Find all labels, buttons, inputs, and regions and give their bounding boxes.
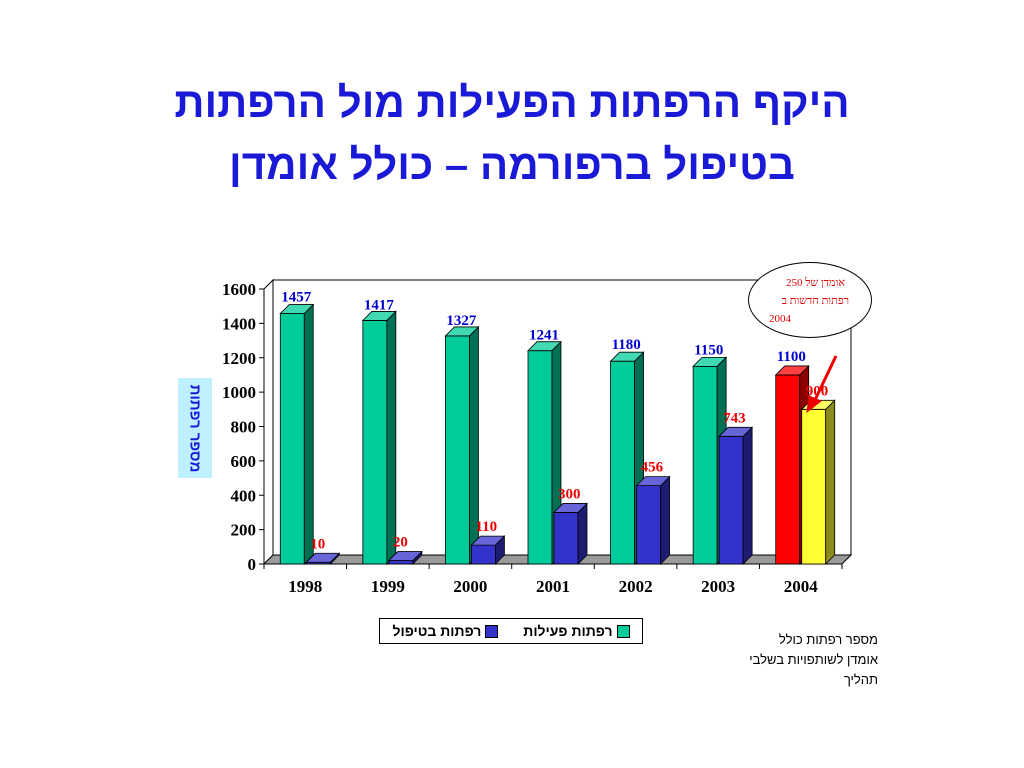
legend-label-treated: רפתות בטיפול	[392, 623, 482, 639]
x-tick-label: 2004	[784, 577, 819, 596]
data-label-treated: 743	[723, 410, 746, 426]
data-label-active: 1417	[364, 297, 395, 313]
footnote-line-1: מספר רפתות כולל	[778, 632, 878, 647]
bar-active-2003-top	[692, 356, 728, 367]
bar-active-2002	[609, 351, 645, 565]
callout-line-3: 2004	[769, 313, 791, 325]
estimate-callout: אומדן של 250 רפתות חדשות ב 2004	[748, 262, 872, 338]
bar-active-1999-top	[361, 311, 397, 321]
callout-line-2: רפתות חדשות ב	[781, 295, 849, 307]
legend-item-treated: רפתות בטיפול	[392, 623, 499, 639]
bar-active-2004-top	[774, 365, 810, 376]
callout-arrow-line	[812, 355, 838, 403]
bar-treated-1998-top	[305, 552, 341, 563]
plot-side-wall	[263, 278, 274, 566]
bar-treated-2001-side	[577, 502, 588, 565]
bar-active-1998	[279, 303, 315, 565]
data-label-treated: 456	[641, 460, 664, 476]
y-tick-label: 1000	[222, 383, 256, 402]
data-label-active: 1150	[694, 342, 723, 358]
bar-treated-2002-front	[636, 485, 661, 565]
bar-treated-2003-side	[742, 426, 753, 565]
data-label-active: 1100	[777, 349, 806, 365]
bar-treated-1999-front	[388, 560, 414, 565]
footnote-line-3: תהליך	[843, 672, 878, 687]
legend-swatch-active	[616, 624, 630, 638]
chart-labels: 1457 10 1998 1417 20 1999 1327 110 2000 1241 300 20…	[281, 290, 838, 596]
data-label-treated: 10	[310, 536, 325, 552]
bar-treated-2000-top	[470, 535, 506, 546]
x-tick-label: 1999	[371, 577, 405, 596]
callout-line-1: אומדן של 250	[786, 277, 845, 289]
y-tick-label: 600	[231, 452, 257, 471]
bar-active-1999-side	[386, 310, 397, 565]
y-axis: 0 200 400 600 800 1000 1200 1400 1600	[222, 280, 843, 574]
bar-treated-2004-side	[825, 399, 836, 565]
bar-treated-2002	[635, 475, 671, 565]
data-label-active: 1457	[281, 290, 312, 306]
bar-treated-1998	[305, 552, 341, 565]
legend-item-active: רפתות פעילות	[523, 623, 630, 639]
bar-active-2000-front	[445, 335, 470, 565]
legend: רפתות פעילות רפתות בטיפול	[379, 618, 643, 644]
bar-treated-2000	[470, 535, 506, 565]
data-label-active: 1241	[529, 328, 559, 344]
bar-treated-2003	[718, 426, 754, 565]
y-axis-label: מספר רפתות	[186, 384, 204, 472]
bar-active-2002-top	[609, 351, 645, 362]
bar-treated-2001-front	[553, 512, 579, 565]
y-tick-label: 400	[231, 486, 257, 505]
bar-treated-2001-top	[553, 503, 588, 513]
footnote: מספר רפתות כולל אומדן לשותפויות בשלבי תה…	[690, 630, 878, 690]
x-tick-label: 2001	[536, 577, 570, 596]
y-tick-label: 800	[231, 418, 257, 437]
x-tick-label: 1998	[288, 577, 322, 596]
x-tick-label: 2000	[453, 577, 487, 596]
page-title: היקף הרפתות הפעילות מול הרפתות בטיפול בר…	[0, 72, 1024, 196]
y-axis-label-box: מספר רפתות	[178, 378, 212, 478]
bar-treated-2001	[553, 502, 588, 565]
y-tick-label: 1600	[222, 280, 256, 299]
y-tick-label: 200	[231, 521, 257, 540]
bar-active-1999-front	[362, 320, 388, 565]
footnote-line-2: אומדן לשותפויות בשלבי	[749, 652, 878, 667]
bar-active-1998-side	[303, 303, 314, 565]
bar-active-2004-front	[775, 374, 801, 565]
callout-arrow-head	[806, 395, 822, 414]
y-tick-label: 1200	[222, 349, 256, 368]
bar-active-2001-front	[527, 350, 553, 565]
bar-active-2001-top	[527, 341, 562, 352]
y-tick-label: 0	[248, 555, 257, 574]
x-tick-label: 2002	[619, 577, 653, 596]
bar-active-1998-front	[279, 313, 305, 565]
data-label-treated: 20	[393, 535, 408, 551]
title-line-1: היקף הרפתות הפעילות מול הרפתות	[174, 79, 850, 126]
bar-active-2000	[444, 325, 480, 565]
bar-treated-2000-front	[471, 544, 496, 565]
bar-active-2002-front	[610, 360, 635, 565]
bar-treated-2002-top	[635, 476, 671, 487]
data-label-active: 1327	[446, 313, 477, 329]
bar-treated-2002-side	[660, 475, 670, 565]
bar-treated-2004-front	[801, 408, 827, 565]
legend-swatch-treated	[485, 624, 499, 638]
bar-treated-1999-top	[387, 551, 423, 561]
bar-active-1998-top	[279, 304, 315, 314]
title-line-2: בטיפול ברפורמה – כולל אומדן	[229, 141, 795, 188]
x-tick-label: 2003	[701, 577, 735, 596]
bar-active-1999	[361, 310, 397, 565]
bar-treated-2003-top	[718, 426, 754, 437]
bar-treated-2003-front	[718, 435, 744, 565]
data-label-treated: 300	[558, 486, 581, 502]
bar-treated-1999	[387, 550, 423, 565]
chart-bars	[279, 303, 836, 565]
bar-active-2000-top	[444, 326, 480, 337]
data-label-treated: 110	[475, 519, 497, 535]
legend-label-active: רפתות פעילות	[523, 623, 613, 639]
bar-treated-2004	[800, 399, 836, 565]
bar-active-2003-front	[692, 365, 718, 565]
y-tick-label: 1400	[222, 314, 256, 333]
data-label-active: 1180	[612, 337, 641, 353]
